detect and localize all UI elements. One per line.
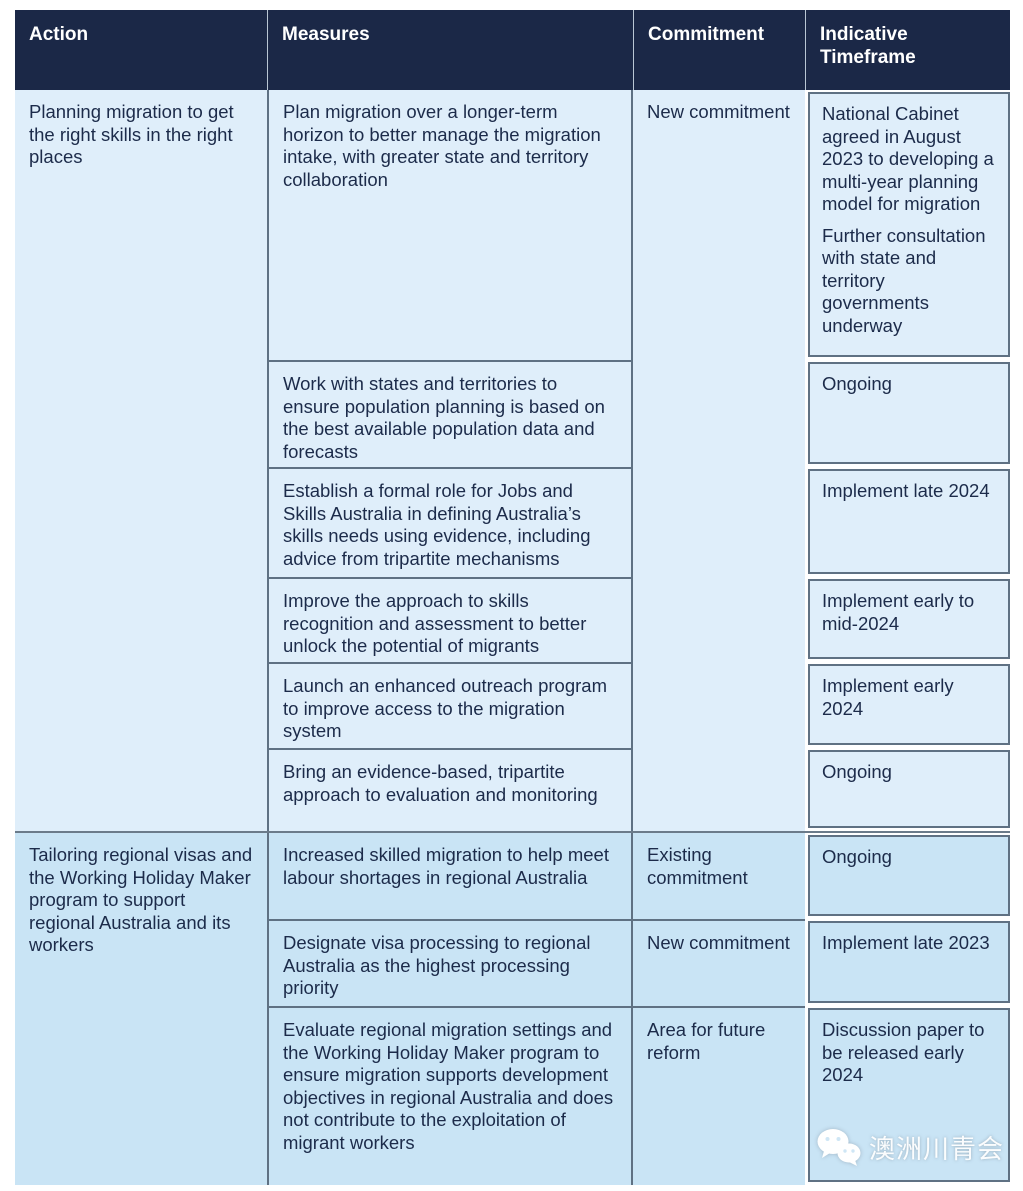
action-group-planning-migration: Planning migration to get the right skil… [15, 90, 1010, 831]
header-action: Action [29, 24, 89, 45]
action-cell: Planning migration to get the right skil… [15, 90, 267, 831]
timeframe-paragraph: Further consultation with state and terr… [822, 224, 986, 336]
wechat-icon [817, 1129, 861, 1166]
measure-cell: Designate visa processing to regional Au… [267, 919, 633, 1006]
commitment-cell: Existing commitment [633, 833, 805, 919]
table-header-row: Action Measures Commitment Indicative Ti… [15, 10, 1010, 90]
wechat-watermark: 澳洲川青会 [816, 1122, 1006, 1172]
timeframe-cell: Implement late 2024 [808, 469, 1010, 574]
measure-cell: Bring an evidence-based, tripartite appr… [267, 748, 633, 831]
measure-cell: Establish a formal role for Jobs and Ski… [267, 467, 633, 577]
commitment-cell: New commitment [633, 90, 805, 831]
timeframe-paragraph: National Cabinet agreed in August 2023 t… [822, 103, 994, 214]
header-measures: Measures [267, 10, 633, 90]
header-indicative-timeframe: Indicative Timeframe [805, 10, 1010, 90]
measure-cell: Increased skilled migration to help meet… [267, 833, 633, 919]
timeframe-cell: Implement early to mid-2024 [808, 579, 1010, 659]
timeframe-cell: Ongoing [808, 750, 1010, 828]
measure-cell: Plan migration over a longer-term horizo… [267, 90, 633, 360]
action-cell: Tailoring regional visas and the Working… [15, 833, 267, 1185]
timeframe-cell: Ongoing [808, 835, 1010, 916]
action-group-regional-visas: Tailoring regional visas and the Working… [15, 831, 1010, 1185]
watermark-text: 澳洲川青会 [869, 1133, 1005, 1164]
timeframe-cell: Implement late 2023 [808, 921, 1010, 1003]
measure-cell: Evaluate regional migration settings and… [267, 1006, 633, 1185]
header-commitment: Commitment [633, 10, 805, 90]
commitment-cell: New commitment [633, 919, 805, 1006]
timeframe-cell: National Cabinet agreed in August 2023 t… [808, 92, 1010, 357]
migration-strategy-table: Action Measures Commitment Indicative Ti… [15, 10, 1010, 1185]
timeframe-cell: Ongoing [808, 362, 1010, 464]
measure-cell: Work with states and territories to ensu… [267, 360, 633, 467]
measure-cell: Improve the approach to skills recogniti… [267, 577, 633, 662]
commitment-cell: Area for future reform [633, 1006, 805, 1185]
measure-cell: Launch an enhanced outreach program to i… [267, 662, 633, 748]
timeframe-cell: Implement early 2024 [808, 664, 1010, 745]
